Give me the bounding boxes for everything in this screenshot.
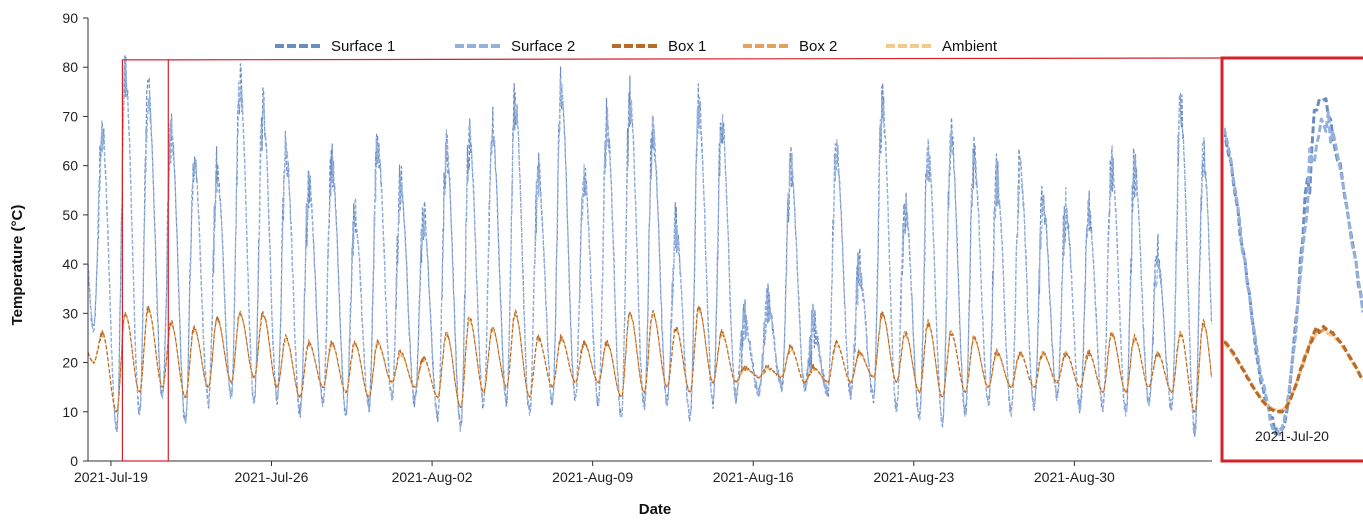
x-tick-label: 2021-Aug-09: [552, 469, 633, 485]
inset-date-label: 2021-Jul-20: [1255, 428, 1329, 444]
x-tick-label: 2021-Jul-19: [74, 469, 148, 485]
y-tick-label: 80: [62, 59, 78, 75]
legend-label: Ambient: [942, 38, 998, 55]
x-axis-title: Date: [639, 501, 672, 518]
main-series-layer: [87, 55, 1213, 438]
zoom-indicator: [121, 57, 1224, 462]
legend: Surface 1 Surface 2 Box 1 Box 2 Ambient: [275, 38, 998, 55]
y-tick-label: 60: [62, 158, 78, 174]
x-tick-label: 2021-Aug-23: [873, 469, 954, 485]
legend-label: Surface 1: [331, 38, 395, 55]
series-line-surface-2: [87, 56, 1213, 435]
axes-layer: [87, 18, 1212, 462]
x-tick-label: 2021-Aug-16: [713, 469, 794, 485]
legend-label: Box 1: [668, 38, 706, 55]
y-tick-label: 30: [62, 305, 78, 321]
y-tick-labels: 0 10 20 30 40 50 60 70 80 90: [62, 10, 88, 469]
zoom-box: [121, 59, 169, 462]
series-line-surface-1: [87, 55, 1213, 438]
y-tick-label: 10: [62, 404, 78, 420]
zoom-connector: [168, 57, 1224, 61]
series-line-box-1: [87, 305, 1213, 413]
legend-label: Box 2: [799, 38, 837, 55]
x-tick-labels: 2021-Jul-19 2021-Jul-26 2021-Aug-02 2021-Au…: [74, 461, 1115, 485]
x-tick-label: 2021-Jul-26: [235, 469, 309, 485]
inset-frame: [1220, 56, 1363, 463]
inset-series-group: [1224, 97, 1363, 437]
x-tick-label: 2021-Aug-30: [1034, 469, 1115, 485]
y-tick-label: 20: [62, 355, 78, 371]
legend-label: Surface 2: [511, 38, 575, 55]
x-tick-label: 2021-Aug-02: [392, 469, 473, 485]
y-axis-title: Temperature (°C): [9, 205, 26, 326]
y-tick-label: 70: [62, 108, 78, 124]
y-tick-label: 50: [62, 207, 78, 223]
y-tick-label: 90: [62, 10, 78, 26]
inset-panel: [1220, 56, 1363, 463]
inset-series-line-box-1: [1224, 324, 1363, 414]
series-line-ambient: [87, 309, 1213, 411]
y-tick-label: 40: [62, 256, 78, 272]
y-tick-label: 0: [70, 453, 78, 469]
inset-series-line-surface-2: [1224, 110, 1363, 437]
